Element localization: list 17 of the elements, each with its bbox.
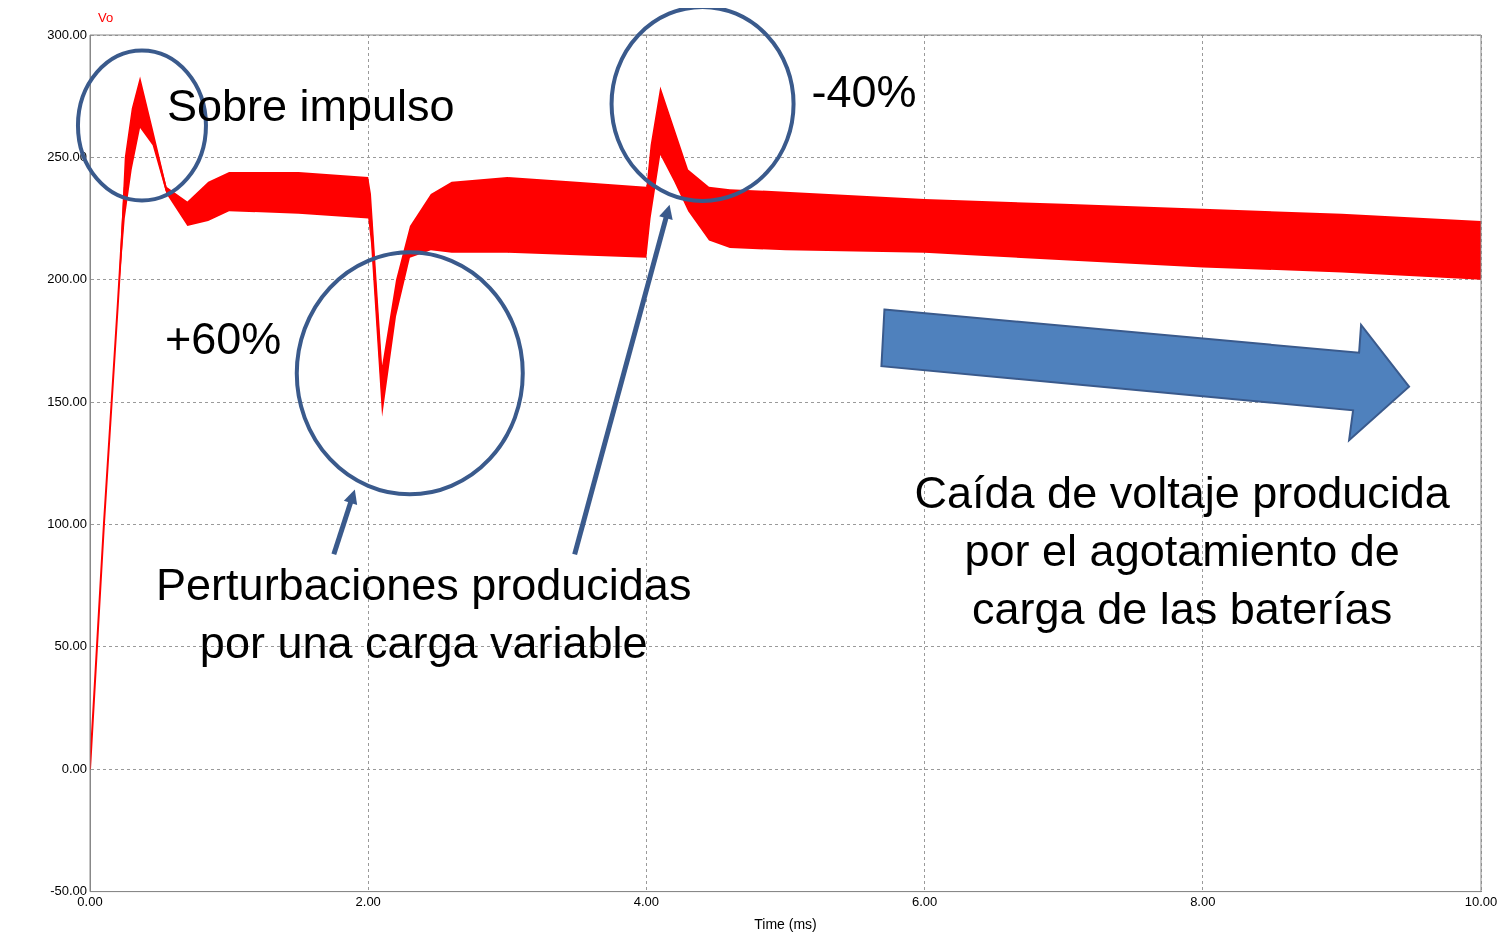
annotation: Perturbaciones producidas por una carga variable xyxy=(155,558,693,671)
y-tick-label: 0.00 xyxy=(61,760,87,776)
annotation: -40% xyxy=(811,64,918,119)
x-axis-title: Time (ms) xyxy=(754,916,817,933)
x-tick-label: 10.00 xyxy=(1464,893,1498,909)
x-tick-label: 8.00 xyxy=(1190,893,1216,909)
y-tick-label: 50.00 xyxy=(54,638,87,654)
x-tick-label: 6.00 xyxy=(911,893,938,909)
y-tick-label: 100.00 xyxy=(47,516,87,532)
annotation: Caída de voltaje producida por el agotamiento de carga de las baterías xyxy=(913,465,1451,636)
y-tick-label: 150.00 xyxy=(47,393,87,409)
x-tick-label: 2.00 xyxy=(355,893,381,909)
annotation: +60% xyxy=(164,311,283,366)
x-tick-label: 4.00 xyxy=(633,893,660,909)
y-tick-label: 200.00 xyxy=(47,271,87,287)
y-tick-label: 300.00 xyxy=(47,26,87,42)
text: Vo xyxy=(98,10,114,26)
